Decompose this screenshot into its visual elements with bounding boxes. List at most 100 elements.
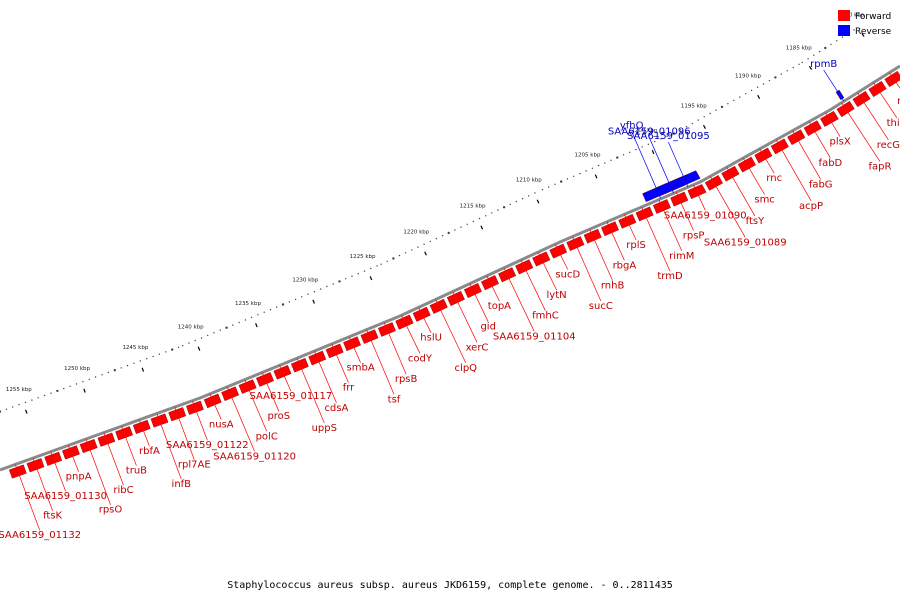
gene-leader — [709, 176, 746, 238]
gene-leader — [623, 214, 637, 241]
gene-label: frr — [343, 383, 355, 394]
axis-dot — [392, 257, 395, 260]
axis-dot — [801, 61, 803, 64]
axis-dot — [813, 54, 815, 56]
axis-dot — [774, 76, 777, 79]
axis-tick-label: 1215 kbp — [460, 204, 486, 210]
gene-label: rnc — [766, 173, 782, 184]
axis-dot — [139, 360, 141, 362]
gene-label: yfhO — [620, 121, 644, 132]
axis-dot — [88, 378, 91, 381]
axis-dot — [313, 291, 316, 293]
axis-dot — [376, 265, 378, 267]
legend-forward-swatch — [838, 10, 850, 21]
gene-label: acpP — [799, 201, 823, 212]
axis-dot — [715, 109, 717, 111]
axis-dot — [836, 40, 838, 42]
gene-leader — [631, 131, 662, 199]
gene-leader — [658, 199, 683, 252]
axis-dot — [629, 151, 631, 153]
axis-dot — [647, 143, 650, 145]
axis-dot — [573, 175, 575, 177]
axis-dot — [591, 167, 594, 169]
axis-dot — [405, 252, 407, 254]
gene-label: rpsP — [683, 231, 705, 242]
gene-leader — [668, 141, 689, 188]
axis-dot — [528, 195, 530, 197]
axis-tick-label: 1240 kbp — [178, 324, 204, 330]
gene-label: rimM — [669, 251, 694, 262]
axis-dot — [319, 288, 322, 290]
axis-dot — [466, 223, 468, 225]
axis-tick-label: 1245 kbp — [122, 345, 148, 351]
axis-dot — [31, 399, 33, 401]
axis-dot — [194, 339, 196, 342]
axis-tick-label: 1190 kbp — [735, 74, 761, 80]
gene-leader — [85, 438, 111, 505]
axis-tick-label: 1195 kbp — [681, 104, 707, 110]
gene-label: trmD — [657, 271, 683, 282]
gene-leader — [675, 192, 694, 231]
gene-label: sucC — [589, 301, 613, 312]
gene-leader — [366, 329, 395, 395]
gene-label: proS — [267, 411, 290, 422]
axis-tick-label: 1180 kbp — [838, 12, 864, 18]
gene-label: SAA6159_01090 — [664, 210, 747, 221]
axis-dot — [666, 135, 668, 137]
axis-dot — [673, 132, 676, 134]
gene-leader — [572, 236, 602, 302]
gene-leader — [418, 307, 432, 333]
axis-dot — [276, 306, 278, 308]
axis-dot — [56, 389, 59, 393]
axis-dot — [485, 215, 487, 217]
gene-leader — [331, 343, 349, 383]
gene-leader — [50, 451, 66, 492]
axis-tick-mark — [83, 388, 86, 393]
axis-dot — [792, 66, 794, 69]
axis-dot — [50, 392, 52, 394]
gene-leader — [296, 358, 325, 424]
gene-leader — [823, 69, 845, 102]
gene-leader — [775, 139, 812, 201]
axis-dot — [351, 275, 353, 277]
gene-label: smc — [754, 195, 774, 206]
gene-leader — [641, 206, 671, 272]
axis-dot — [660, 138, 662, 140]
axis-tick-label: 1220 kbp — [403, 230, 429, 236]
axis-tick-label: 1185 kbp — [786, 45, 812, 51]
gene-leader — [589, 229, 613, 281]
axis-dot — [386, 260, 388, 262]
gene-label: SAA6159_01132 — [0, 530, 81, 541]
gene-label: polC — [256, 431, 278, 442]
gene-leader — [138, 419, 150, 447]
axis-tick-mark — [255, 323, 258, 328]
gene-label: thiN — [887, 118, 900, 129]
axis-tick-mark — [197, 346, 201, 351]
gene-leader — [469, 283, 489, 322]
axis-tick-mark — [25, 409, 28, 414]
axis-dot — [338, 280, 341, 283]
gene-label: sucD — [555, 270, 580, 281]
gene-leader — [726, 167, 756, 217]
gene-label: nusA — [209, 420, 234, 431]
axis-dot — [654, 140, 656, 143]
axis-dot — [232, 324, 234, 326]
axis-tick-label: 1235 kbp — [235, 301, 261, 307]
gene-leader — [314, 350, 337, 403]
axis-dot — [152, 355, 154, 358]
gene-leader — [279, 365, 292, 392]
axis-dot — [207, 334, 209, 337]
axis-tick-mark — [651, 149, 655, 155]
axis-dot — [126, 364, 129, 367]
axis-dot — [697, 119, 699, 121]
gene-label: truB — [126, 466, 147, 477]
axis-dot — [441, 235, 444, 237]
axis-dot — [363, 270, 366, 272]
axis-dot — [566, 178, 569, 180]
axis-tick-mark — [141, 367, 145, 372]
gene-label: topA — [488, 301, 511, 312]
axis-dot — [37, 397, 39, 399]
gene-leader — [486, 275, 500, 302]
gene-leader — [520, 259, 546, 311]
axis-dot — [244, 319, 247, 321]
